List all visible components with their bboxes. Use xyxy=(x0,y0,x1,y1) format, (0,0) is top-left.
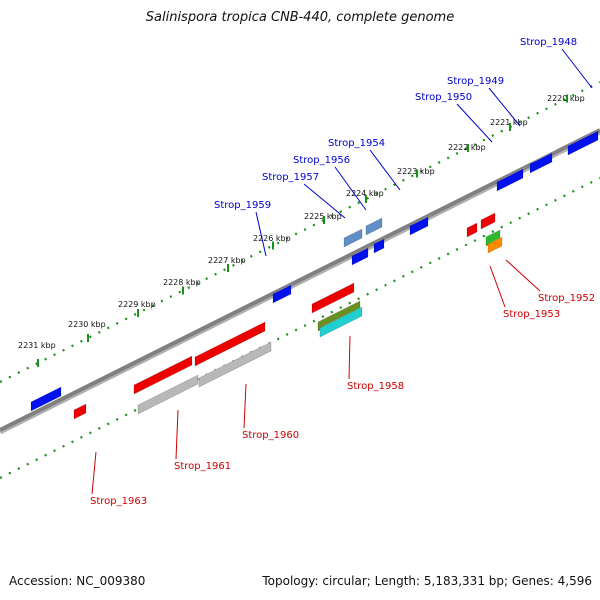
kbp-tick-label: 2220 kbp xyxy=(547,94,585,103)
gene-label: Strop_1963 xyxy=(90,496,147,507)
label-leader xyxy=(175,409,179,460)
gene-strop-1957 xyxy=(351,245,373,266)
topology-summary: Topology: circular; Length: 5,183,331 bp… xyxy=(262,574,592,588)
label-leader xyxy=(489,265,506,308)
label-leader xyxy=(334,166,367,211)
map-title: Salinispora tropica CNB-440, complete ge… xyxy=(145,10,455,25)
label-leader xyxy=(255,211,267,257)
kbp-tick-label: 2223 kbp xyxy=(397,167,435,176)
gene-label: Strop_1956 xyxy=(293,155,350,166)
gene-labels: Strop_1948 Strop_1949 Strop_1950 Strop_1954… xyxy=(90,37,595,507)
gene-strop-1960-gray xyxy=(198,339,276,388)
gene-features xyxy=(30,129,600,420)
kbp-ticks: 2220 kbp 2221 kbp 2222 kbp 2223 kbp 2224 kbp… xyxy=(18,94,585,367)
kbp-tick-label: 2231 kbp xyxy=(18,341,56,350)
label-leader xyxy=(91,451,97,495)
gene-strop-1949 xyxy=(529,150,557,174)
kbp-tick-label: 2228 kbp xyxy=(163,278,201,287)
gene-label: Strop_1957 xyxy=(262,172,319,183)
label-leader xyxy=(456,103,493,143)
gene-strop-1962 xyxy=(30,384,66,412)
accession-label: Accession: NC_009380 xyxy=(9,574,146,588)
kbp-tick-label: 2226 kbp xyxy=(253,234,291,243)
gene-strop-1960-red xyxy=(194,319,270,367)
label-leader xyxy=(303,183,346,219)
gene-label: Strop_1952 xyxy=(538,293,595,304)
gene-strop-1955 xyxy=(409,214,433,236)
kbp-tick-label: 2222 kbp xyxy=(448,143,486,152)
label-leader xyxy=(488,87,521,127)
lower-track xyxy=(0,177,600,479)
gene-strop-1963 xyxy=(73,401,91,420)
label-leader xyxy=(369,149,401,191)
gene-label: Strop_1949 xyxy=(447,76,504,87)
gene-strop-1958-red xyxy=(311,280,359,314)
gene-label: Strop_1953 xyxy=(503,309,560,320)
kbp-tick-label: 2229 kbp xyxy=(118,300,156,309)
gene-strop-1957b xyxy=(373,236,389,254)
gene-strop-1958-cyan xyxy=(319,304,367,338)
gene-label: Strop_1958 xyxy=(347,381,404,392)
gene-strop-1956 xyxy=(343,226,367,248)
gene-strop-1954 xyxy=(365,215,387,236)
label-leader xyxy=(243,383,247,429)
gene-label: Strop_1950 xyxy=(415,92,472,103)
kbp-tick-label: 2227 kbp xyxy=(208,256,246,265)
gene-strop-1952-red xyxy=(466,220,482,238)
gene-strop-1961-red xyxy=(133,353,197,395)
gene-strop-1950 xyxy=(496,166,528,192)
gene-strop-1948 xyxy=(567,129,600,156)
label-leader xyxy=(561,48,593,89)
gene-strop-1961-gray xyxy=(137,372,203,415)
gene-label: Strop_1959 xyxy=(214,200,271,211)
gene-label: Strop_1960 xyxy=(242,430,299,441)
label-leader xyxy=(505,259,541,292)
gene-label: Strop_1948 xyxy=(520,37,577,48)
backbone-line xyxy=(0,128,600,432)
label-leader xyxy=(348,335,351,380)
kbp-tick-label: 2221 kbp xyxy=(490,118,528,127)
dotted-tracks xyxy=(0,81,600,479)
gene-strop-1959 xyxy=(272,282,296,304)
gene-strop-1953-red xyxy=(480,210,500,230)
upper-track xyxy=(0,81,600,383)
gene-strop-1953-orange xyxy=(487,234,507,254)
gene-label: Strop_1961 xyxy=(174,461,231,472)
kbp-tick-label: 2225 kbp xyxy=(304,212,342,221)
kbp-tick-label: 2224 kbp xyxy=(346,189,384,198)
kbp-tick-label: 2230 kbp xyxy=(68,320,106,329)
gene-label: Strop_1954 xyxy=(328,138,385,149)
